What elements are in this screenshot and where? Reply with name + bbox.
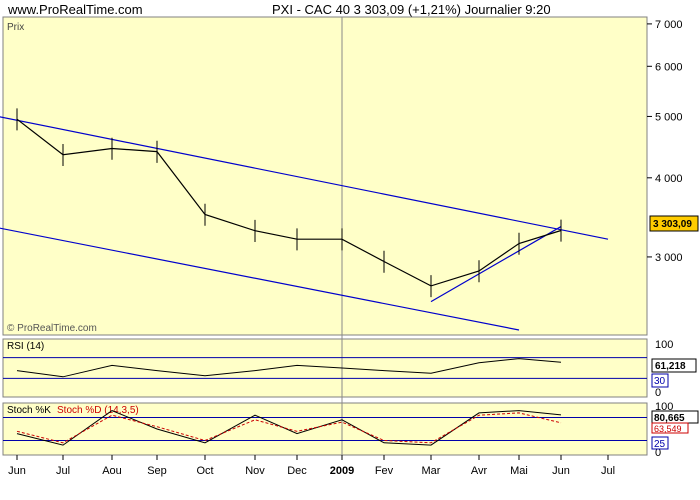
x-tick-label: Jun bbox=[552, 465, 570, 477]
stoch-d-line bbox=[16, 412, 562, 444]
x-tick-label: Oct bbox=[196, 465, 213, 477]
x-tick-label: Sep bbox=[147, 465, 167, 477]
stoch-k-line bbox=[16, 410, 562, 446]
trend-line-3 bbox=[430, 226, 562, 303]
price-last-tag: 3 303,09 bbox=[649, 215, 699, 232]
stoch-d-tag: 63,549 bbox=[651, 422, 689, 434]
stoch-d-label: Stoch %D (14,3,5) bbox=[57, 405, 139, 416]
svg-text:80,665: 80,665 bbox=[654, 413, 685, 424]
rsi-y-tick-label: 100 bbox=[655, 339, 673, 351]
watermark: © ProRealTime.com bbox=[7, 323, 97, 334]
x-tick-label: Mai bbox=[510, 465, 528, 477]
svg-text:61,218: 61,218 bbox=[655, 361, 686, 372]
stoch-y-tick-label: 0 bbox=[655, 447, 661, 459]
svg-text:30: 30 bbox=[654, 376, 666, 387]
rsi-level-tag: 30 bbox=[651, 373, 669, 388]
trend-line-2 bbox=[0, 227, 520, 331]
price-y-tick-label: 4 000 bbox=[655, 173, 683, 185]
rsi-label: RSI (14) bbox=[7, 341, 44, 352]
price-y-tick-label: 3 000 bbox=[655, 252, 683, 264]
x-tick-label: Mar bbox=[422, 465, 441, 477]
price-y-tick-label: 6 000 bbox=[655, 61, 683, 73]
chart-header: PXI - CAC 40 3 303,09 (+1,21%) Journalie… bbox=[272, 2, 551, 17]
stoch-y-tick-label: 100 bbox=[655, 401, 673, 413]
svg-text:63,549: 63,549 bbox=[654, 424, 682, 434]
x-tick-label: Nov bbox=[245, 465, 265, 477]
x-tick-label: Jul bbox=[601, 465, 615, 477]
x-tick-label: Fev bbox=[375, 465, 394, 477]
price-panel bbox=[2, 16, 648, 336]
trend-line-1 bbox=[0, 116, 609, 240]
x-tick-label: Jun bbox=[8, 465, 26, 477]
stoch-k-tag: 80,665 bbox=[651, 410, 699, 424]
rsi-last-tag: 61,218 bbox=[651, 358, 697, 373]
svg-text:25: 25 bbox=[654, 439, 666, 450]
rsi-panel bbox=[2, 338, 648, 398]
svg-text:3 303,09: 3 303,09 bbox=[653, 219, 692, 230]
x-tick-label: Dec bbox=[287, 465, 307, 477]
rsi-y-tick-label: 0 bbox=[655, 387, 661, 399]
site-title: www.ProRealTime.com bbox=[8, 2, 143, 17]
price-panel-label: Prix bbox=[7, 22, 24, 33]
stoch-k-label: Stoch %K bbox=[7, 405, 51, 416]
price-y-tick-label: 7 000 bbox=[655, 19, 683, 31]
x-tick-label: Avr bbox=[471, 465, 488, 477]
price-y-tick-label: 5 000 bbox=[655, 111, 683, 123]
stoch-level-tag: 25 bbox=[651, 436, 669, 450]
x-tick-label: Aou bbox=[102, 465, 122, 477]
rsi-series-line bbox=[16, 358, 562, 378]
x-tick-label: 2009 bbox=[330, 465, 354, 477]
x-tick-label: Jul bbox=[56, 465, 70, 477]
